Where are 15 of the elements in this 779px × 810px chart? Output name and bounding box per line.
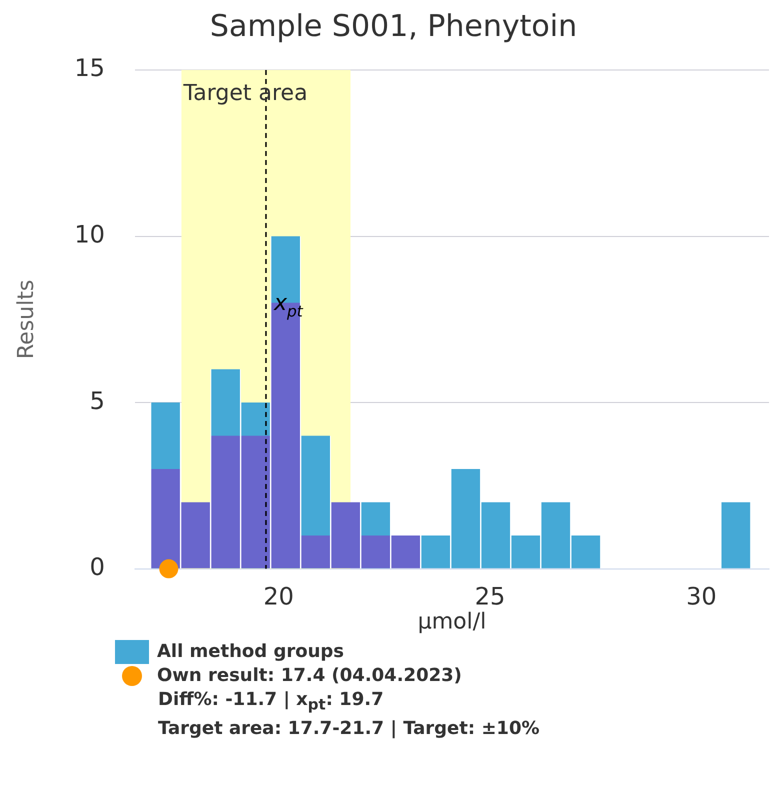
band-label: Target area <box>182 81 308 106</box>
chart-title: Sample S001, Phenytoin <box>210 8 578 44</box>
x-tick-label: 25 <box>474 582 506 610</box>
y-tick-label: 10 <box>74 220 105 248</box>
text: Diff%: -11.7 | x$_{pt}$: 19.7 <box>158 688 385 716</box>
y-tick-label: 15 <box>74 54 105 82</box>
y-tick-label: 0 <box>90 553 105 582</box>
y-axis-title: Results <box>14 280 39 360</box>
x-axis-title: µmol/l <box>418 610 486 635</box>
x-tick-label: 20 <box>263 582 294 610</box>
legend-label: All method groups <box>157 640 344 664</box>
legend-label: Own result: 17.4 (04.04.2023) <box>157 664 462 688</box>
text: Target area: 17.7-21.7 | Target: ±10% <box>158 716 540 741</box>
y-tick-label: 5 <box>90 386 105 415</box>
x-tick-label: 30 <box>686 582 717 610</box>
